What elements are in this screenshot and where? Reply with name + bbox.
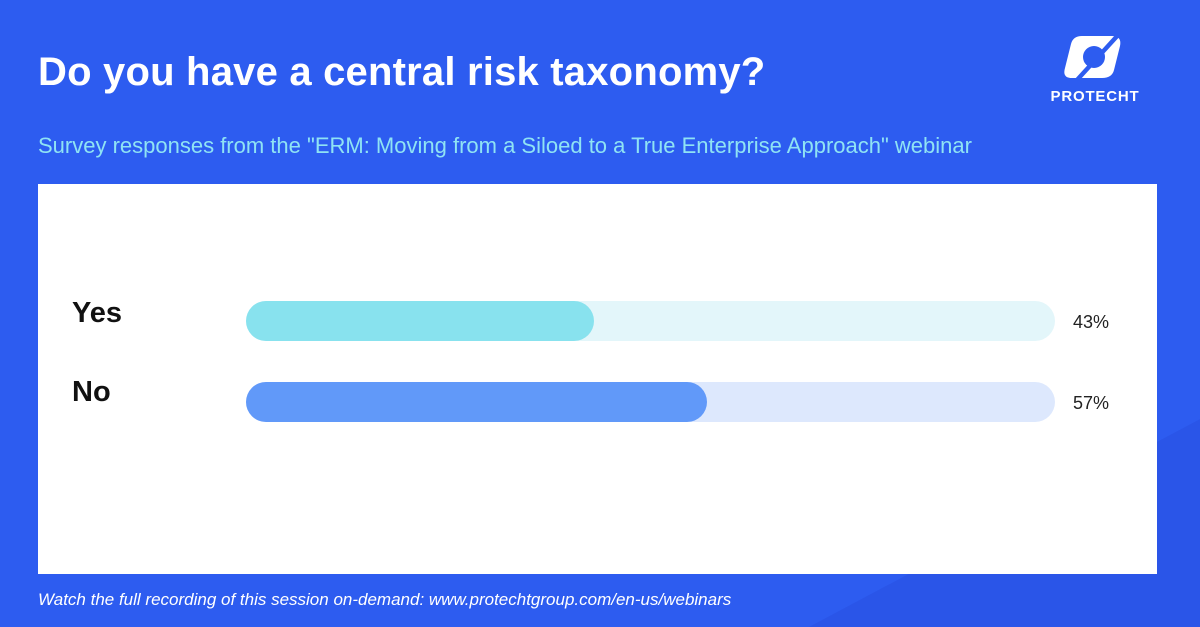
bar-label-yes: Yes	[72, 297, 122, 329]
bar-label-no: No	[72, 376, 111, 408]
bar-yes	[246, 301, 594, 341]
bar-value-no: 57%	[1073, 393, 1110, 413]
bar-track-yes	[246, 301, 1055, 341]
bar-no	[246, 382, 707, 422]
protecht-logo-icon	[1064, 34, 1122, 80]
page-subtitle: Survey responses from the "ERM: Moving f…	[38, 133, 972, 158]
page-title: Do you have a central risk taxonomy?	[38, 50, 766, 94]
bar-value-yes: 43%	[1073, 312, 1110, 332]
footer-note: Watch the full recording of this session…	[38, 590, 732, 609]
brand-logo: PROTECHT	[1040, 32, 1150, 105]
chart-panel: Yes 43% No 57%	[38, 184, 1157, 574]
brand-name: PROTECHT	[1050, 88, 1140, 105]
bar-track-no	[246, 382, 1055, 422]
